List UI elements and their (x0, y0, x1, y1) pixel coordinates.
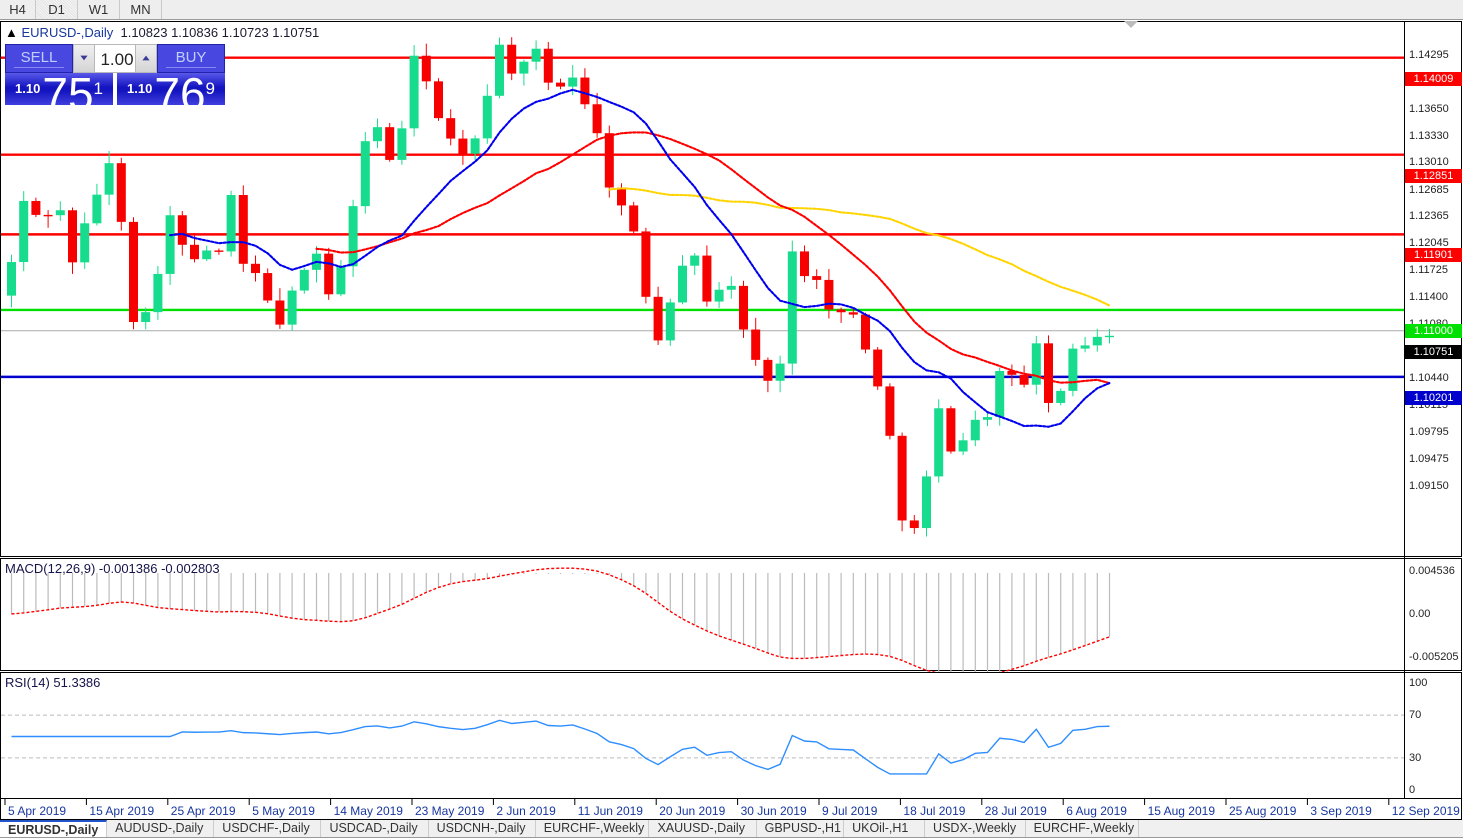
svg-text:2 Jun 2019: 2 Jun 2019 (496, 804, 556, 818)
svg-text:5 May 2019: 5 May 2019 (252, 804, 315, 818)
svg-text:30 Jun 2019: 30 Jun 2019 (741, 804, 807, 818)
svg-text:23 May 2019: 23 May 2019 (415, 804, 485, 818)
svg-text:25 Apr 2019: 25 Apr 2019 (171, 804, 236, 818)
svg-text:11 Jun 2019: 11 Jun 2019 (578, 804, 643, 818)
svg-text:12 Sep 2019: 12 Sep 2019 (1392, 804, 1460, 818)
svg-text:3 Sep 2019: 3 Sep 2019 (1310, 804, 1372, 818)
svg-text:5 Apr 2019: 5 Apr 2019 (8, 804, 66, 818)
svg-text:15 Aug 2019: 15 Aug 2019 (1148, 804, 1216, 818)
svg-text:20 Jun 2019: 20 Jun 2019 (659, 804, 725, 818)
svg-text:18 Jul 2019: 18 Jul 2019 (903, 804, 965, 818)
svg-text:15 Apr 2019: 15 Apr 2019 (89, 804, 154, 818)
svg-text:28 Jul 2019: 28 Jul 2019 (985, 804, 1047, 818)
svg-text:14 May 2019: 14 May 2019 (334, 804, 404, 818)
svg-text:9 Jul 2019: 9 Jul 2019 (822, 804, 878, 818)
svg-text:25 Aug 2019: 25 Aug 2019 (1229, 804, 1297, 818)
svg-text:6 Aug 2019: 6 Aug 2019 (1066, 804, 1127, 818)
